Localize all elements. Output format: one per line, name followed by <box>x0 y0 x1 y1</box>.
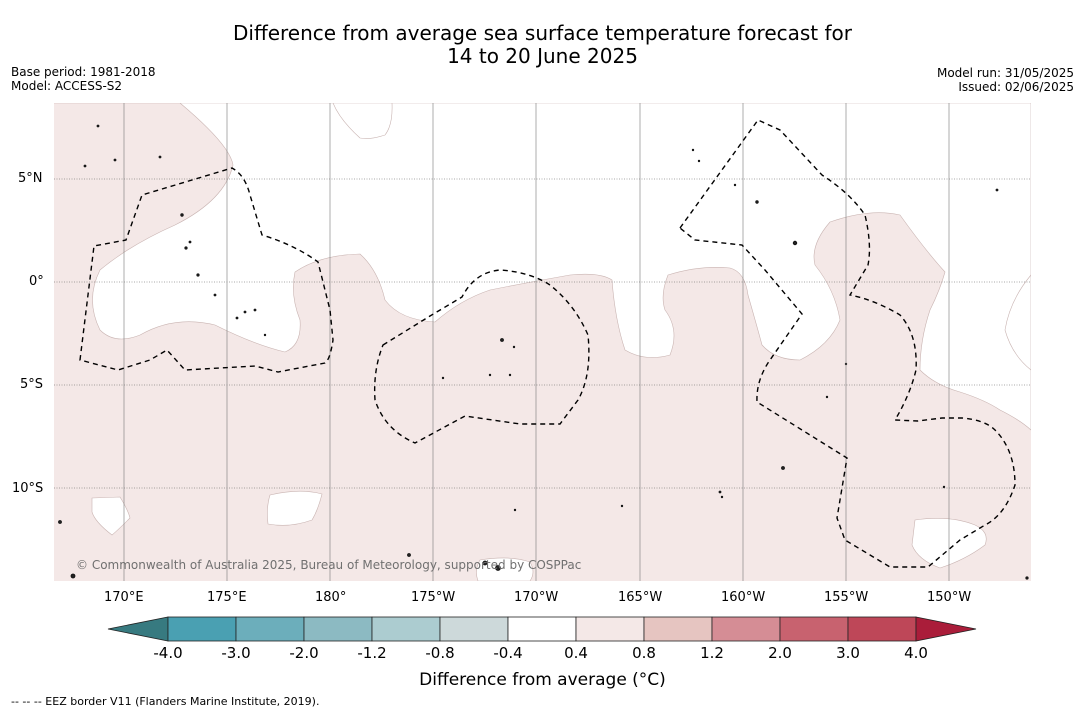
lon-label-150w: 150°W <box>927 590 972 605</box>
lat-label-5s: 5°S <box>20 377 44 392</box>
colorbar-bin-7 <box>575 616 645 642</box>
colorbar-bin-10 <box>779 616 849 642</box>
meta-left: Base period: 1981-2018 Model: ACCESS-S2 <box>11 65 156 93</box>
colorbar-tick-label: 0.8 <box>632 644 656 662</box>
colorbar-extend-high <box>915 616 977 642</box>
lon-label-175w: 175°W <box>411 590 456 605</box>
colorbar-bin-2 <box>235 616 305 642</box>
near-average-regions <box>54 103 1031 581</box>
white-region-bottom-center <box>476 557 534 581</box>
lon-label-170e: 170°E <box>104 590 144 605</box>
lon-label-170w: 170°W <box>514 590 559 605</box>
lon-label-165w: 165°W <box>618 590 663 605</box>
lat-label-10s: 10°S <box>12 481 44 496</box>
colorbar-bin-1 <box>167 616 237 642</box>
islands <box>58 124 1029 580</box>
colorbar-tick-label: 3.0 <box>836 644 860 662</box>
lat-gridlines <box>54 178 1031 489</box>
lon-label-175e: 175°E <box>207 590 247 605</box>
colorbar-extend-low <box>107 616 169 642</box>
colorbar-bin-3 <box>303 616 373 642</box>
eez-footnote: -- -- -- EEZ border V11 (Flanders Marine… <box>11 695 320 708</box>
colorbar-title: Difference from average (°C) <box>419 670 666 690</box>
colorbar-tick-label: -2.0 <box>289 644 319 662</box>
colorbar-tick-label: 2.0 <box>768 644 792 662</box>
white-region-top-left <box>54 103 1031 431</box>
colorbar-bin-11 <box>847 616 917 642</box>
white-region-right-edge <box>1004 274 1031 371</box>
model-text: Model: ACCESS-S2 <box>11 79 123 93</box>
base-period-text: Base period: 1981-2018 <box>11 65 156 79</box>
lon-label-180: 180° <box>315 590 347 605</box>
colorbar-tick-label: -0.4 <box>493 644 523 662</box>
eez-borders <box>79 119 1016 568</box>
colorbar-tick-label: 1.2 <box>700 644 724 662</box>
white-region-lower-left <box>91 496 131 536</box>
colorbar-tick-label: -3.0 <box>221 644 251 662</box>
lon-gridlines <box>123 103 950 581</box>
eez-border-east <box>679 119 1016 568</box>
meta-right: Model run: 31/05/2025 Issued: 02/06/2025 <box>937 66 1074 94</box>
issued-text: Issued: 02/06/2025 <box>958 80 1074 94</box>
lat-label-5n: 5°N <box>18 171 43 186</box>
colorbar-bin-5 <box>439 616 509 642</box>
colorbar <box>107 616 977 642</box>
chart-title-line2: 14 to 20 June 2025 <box>447 44 638 68</box>
colorbar-tick-label: 0.4 <box>564 644 588 662</box>
colorbar-tick-label: -0.8 <box>425 644 455 662</box>
white-region-lower-center <box>267 490 323 526</box>
lon-label-160w: 160°W <box>721 590 766 605</box>
map-plot-area <box>54 103 1031 581</box>
white-region-top-islet <box>332 103 393 139</box>
lat-label-0: 0° <box>29 274 44 289</box>
colorbar-bin-4 <box>371 616 441 642</box>
eez-border-west <box>79 167 334 373</box>
colorbar-bin-6 <box>507 616 577 642</box>
chart-title-line1: Difference from average sea surface temp… <box>232 21 852 45</box>
colorbar-tick-label: -1.2 <box>357 644 387 662</box>
colorbar-bin-8 <box>643 616 713 642</box>
colorbar-bin-9 <box>711 616 781 642</box>
model-run-text: Model run: 31/05/2025 <box>936 66 1074 80</box>
colorbar-tick-label: 4.0 <box>904 644 928 662</box>
lon-label-155w: 155°W <box>824 590 869 605</box>
colorbar-tick-label: -4.0 <box>153 644 183 662</box>
copyright-text: © Commonwealth of Australia 2025, Bureau… <box>76 558 582 572</box>
